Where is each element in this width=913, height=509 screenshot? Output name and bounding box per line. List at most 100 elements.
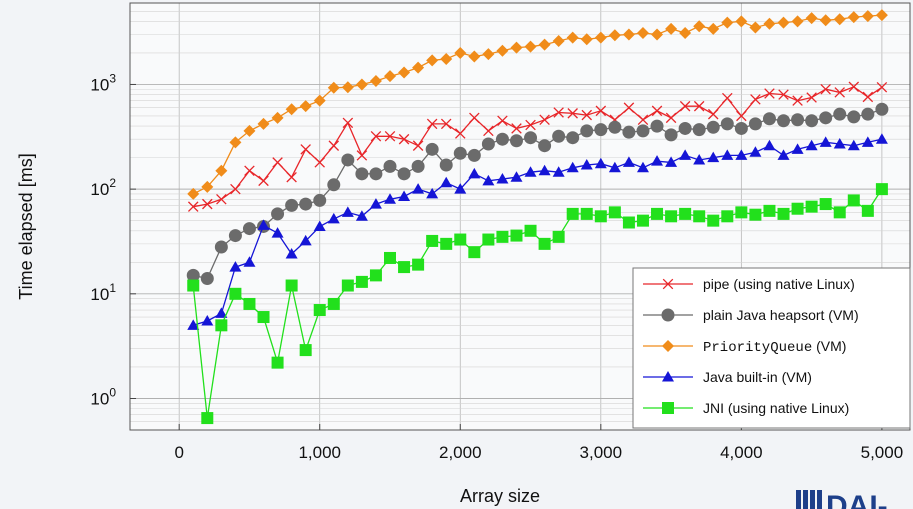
data-point <box>749 208 762 221</box>
data-point <box>749 146 762 157</box>
logo-text: DAI- <box>826 490 888 509</box>
data-point <box>539 114 550 126</box>
data-point <box>581 109 593 121</box>
axis-ticks: 0 1,000 2,000 3,000 4,000 5,000 100 101 102 103 <box>90 71 903 462</box>
data-point <box>412 140 424 151</box>
data-point <box>566 207 579 220</box>
data-point <box>707 22 720 35</box>
data-point <box>552 230 565 243</box>
data-point <box>426 187 439 199</box>
data-point <box>440 237 453 250</box>
data-point <box>201 314 214 326</box>
data-point <box>861 136 874 147</box>
marker-stroke <box>862 91 874 103</box>
data-point <box>762 112 776 126</box>
marker-stroke <box>202 198 213 210</box>
data-point <box>580 159 593 170</box>
data-point <box>300 144 311 155</box>
marker-stroke <box>314 157 325 168</box>
legend-marker <box>661 308 675 322</box>
data-point <box>665 156 678 167</box>
data-point <box>216 194 227 205</box>
data-point <box>509 134 523 148</box>
data-point <box>595 105 607 117</box>
x-tick-label: 0 <box>174 443 183 462</box>
data-point <box>861 10 874 23</box>
data-point <box>692 123 706 137</box>
x-tick-label: 3,000 <box>580 443 623 462</box>
data-point <box>355 210 368 221</box>
data-point <box>468 50 481 63</box>
data-point <box>370 130 382 142</box>
data-point <box>243 297 256 310</box>
data-point <box>313 304 326 317</box>
series-4 <box>187 133 888 330</box>
data-point <box>328 140 340 151</box>
data-point <box>187 187 200 200</box>
data-point <box>552 129 566 143</box>
data-point <box>847 110 861 124</box>
data-point <box>397 167 411 181</box>
data-point <box>454 183 467 194</box>
series-2 <box>186 102 889 286</box>
data-point <box>651 207 664 220</box>
data-point <box>525 119 536 131</box>
data-point <box>285 279 298 292</box>
data-point <box>763 139 776 151</box>
data-point <box>819 111 833 125</box>
x-axis-label: Array size <box>460 486 540 506</box>
marker-stroke <box>553 107 564 118</box>
data-point <box>187 201 199 212</box>
data-point <box>369 269 382 282</box>
data-point <box>580 207 593 220</box>
marker-stroke <box>764 88 775 99</box>
data-point <box>707 108 719 120</box>
data-point <box>327 81 340 94</box>
data-point <box>299 100 312 113</box>
data-point <box>806 92 817 103</box>
data-point <box>369 74 382 87</box>
data-point <box>384 130 396 142</box>
data-point <box>861 107 875 121</box>
data-point <box>735 206 748 219</box>
marker-stroke <box>230 183 241 195</box>
marker-stroke <box>736 110 747 122</box>
data-point <box>847 11 860 24</box>
data-point <box>426 118 438 130</box>
x-tick-label: 5,000 <box>861 443 904 462</box>
data-point <box>777 114 791 128</box>
x-tick-label: 4,000 <box>720 443 763 462</box>
data-point <box>398 66 411 79</box>
data-point <box>608 206 621 219</box>
data-point <box>200 272 214 286</box>
data-point <box>481 137 495 151</box>
marker-stroke <box>820 83 831 95</box>
legend-item: plain Java heapsort (VM) <box>643 307 859 323</box>
data-point <box>299 197 313 211</box>
data-point <box>243 124 256 137</box>
data-point <box>763 204 776 217</box>
data-point <box>736 110 747 122</box>
data-point <box>356 150 368 161</box>
data-point <box>454 233 467 246</box>
legend-marker <box>662 340 674 352</box>
legend-item: JNI (using native Linux) <box>643 400 849 416</box>
data-point <box>202 198 213 210</box>
marker-stroke <box>286 171 297 183</box>
data-point <box>608 29 621 42</box>
data-point <box>384 251 396 264</box>
data-point <box>524 224 537 237</box>
data-point <box>679 207 692 220</box>
data-point <box>734 121 748 135</box>
data-point <box>665 210 678 223</box>
data-point <box>285 248 298 259</box>
data-point <box>622 28 635 41</box>
data-point <box>228 229 242 243</box>
data-point <box>847 194 860 207</box>
data-point <box>594 157 607 169</box>
data-point <box>468 246 481 259</box>
marker-stroke <box>651 105 663 117</box>
data-point <box>313 94 326 107</box>
data-point <box>636 161 649 173</box>
